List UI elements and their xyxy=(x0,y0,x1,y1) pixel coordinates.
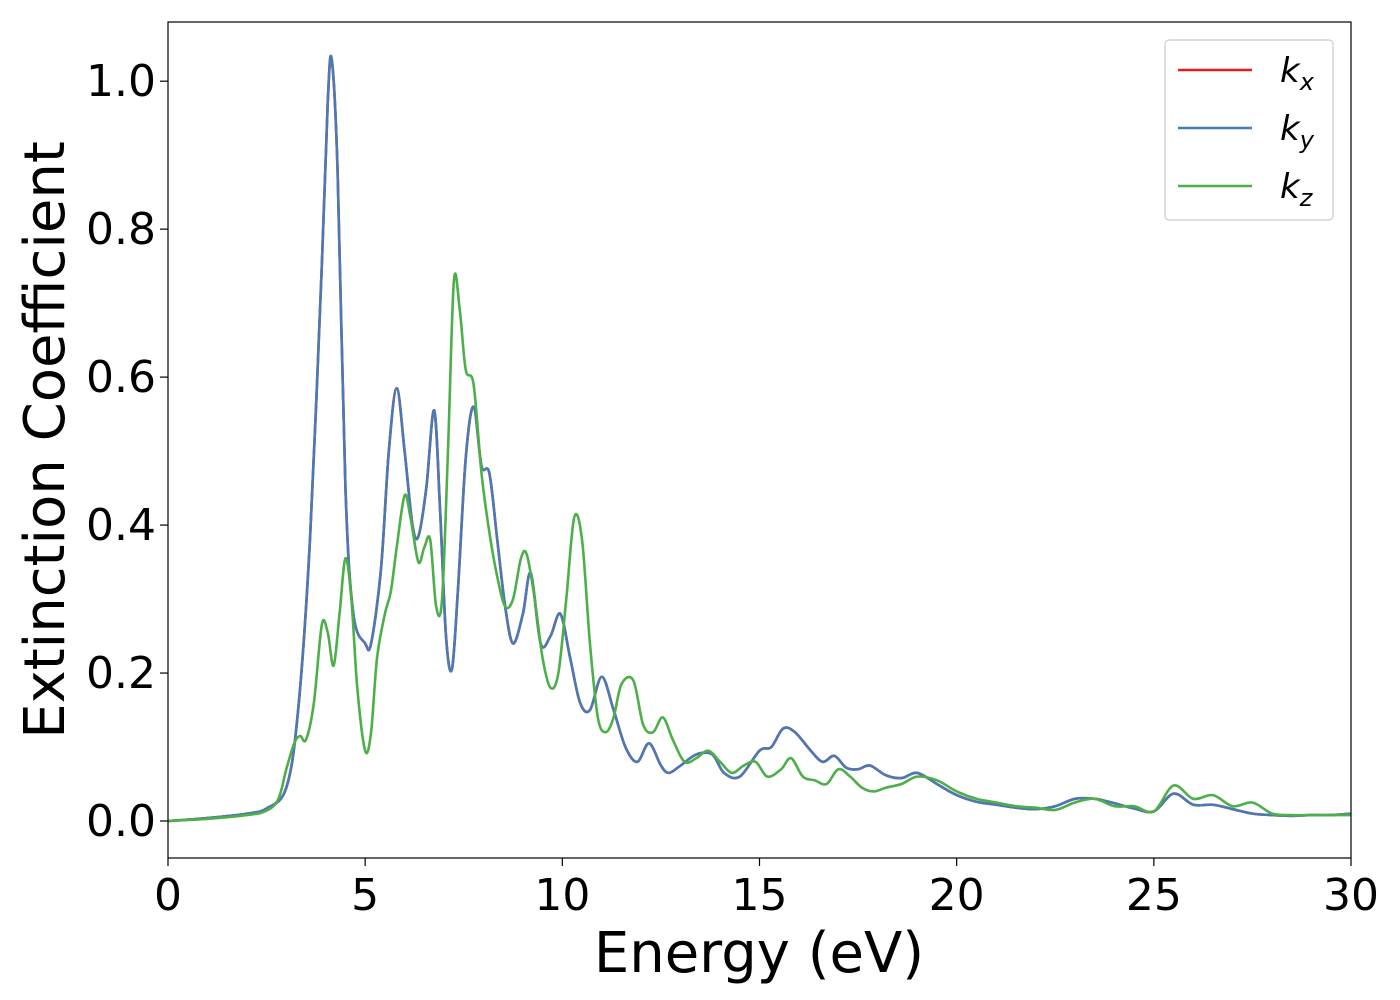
x-tick-label: 5 xyxy=(351,870,379,921)
y-tick-label: 0.6 xyxy=(86,352,156,403)
x-tick-label: 15 xyxy=(732,870,788,921)
y-axis-label: Extinction Coefficient xyxy=(13,141,78,739)
legend-box xyxy=(1164,39,1334,221)
legend-label-k-z: kz xyxy=(1280,167,1314,212)
y-tick-label: 0.2 xyxy=(86,648,156,699)
x-tick-label: 20 xyxy=(929,870,985,921)
x-axis-label: Energy (eV) xyxy=(594,921,924,986)
y-tick-label: 0.0 xyxy=(86,796,156,847)
x-axis: 0 5 10 15 20 25 30 xyxy=(154,858,1379,921)
y-tick-label: 0.8 xyxy=(86,204,156,255)
x-tick-label: 30 xyxy=(1323,870,1379,921)
x-tick-label: 0 xyxy=(154,870,182,921)
legend: kx ky kz xyxy=(1164,39,1334,221)
legend-label-k-y: ky xyxy=(1280,109,1315,154)
x-tick-label: 25 xyxy=(1126,870,1182,921)
legend-label-k-x: kx xyxy=(1280,51,1315,96)
x-tick-label: 10 xyxy=(534,870,590,921)
series-layer xyxy=(168,54,1351,823)
y-axis: 0.0 0.2 0.4 0.6 0.8 1.0 xyxy=(86,56,168,847)
y-tick-label: 1.0 xyxy=(86,56,156,107)
series-line-k-z xyxy=(168,272,1351,823)
y-tick-label: 0.4 xyxy=(86,500,156,551)
